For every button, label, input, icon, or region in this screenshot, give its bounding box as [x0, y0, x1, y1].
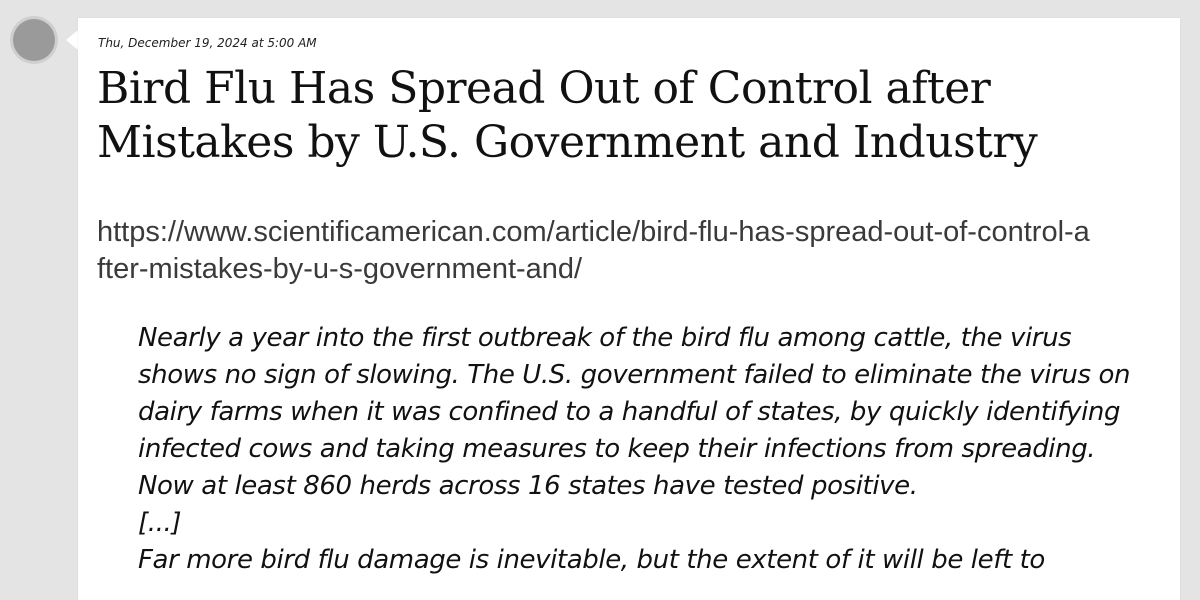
- quote-ellipsis: [...]: [138, 508, 182, 538]
- quote-paragraph: Nearly a year into the first outbreak of…: [138, 323, 1131, 501]
- card-pointer: [66, 30, 78, 50]
- post-title: Bird Flu Has Spread Out of Control after…: [97, 63, 1038, 168]
- post-timestamp[interactable]: Thu, December 19, 2024 at 5:00 AM: [98, 36, 317, 50]
- article-quote: Nearly a year into the first outbreak of…: [138, 320, 1148, 579]
- post-card: Thu, December 19, 2024 at 5:00 AM Bird F…: [78, 18, 1180, 600]
- article-link[interactable]: https://www.scientificamerican.com/artic…: [97, 216, 1090, 285]
- quote-paragraph: Far more bird flu damage is inevitable, …: [138, 545, 1045, 575]
- avatar[interactable]: [13, 19, 55, 61]
